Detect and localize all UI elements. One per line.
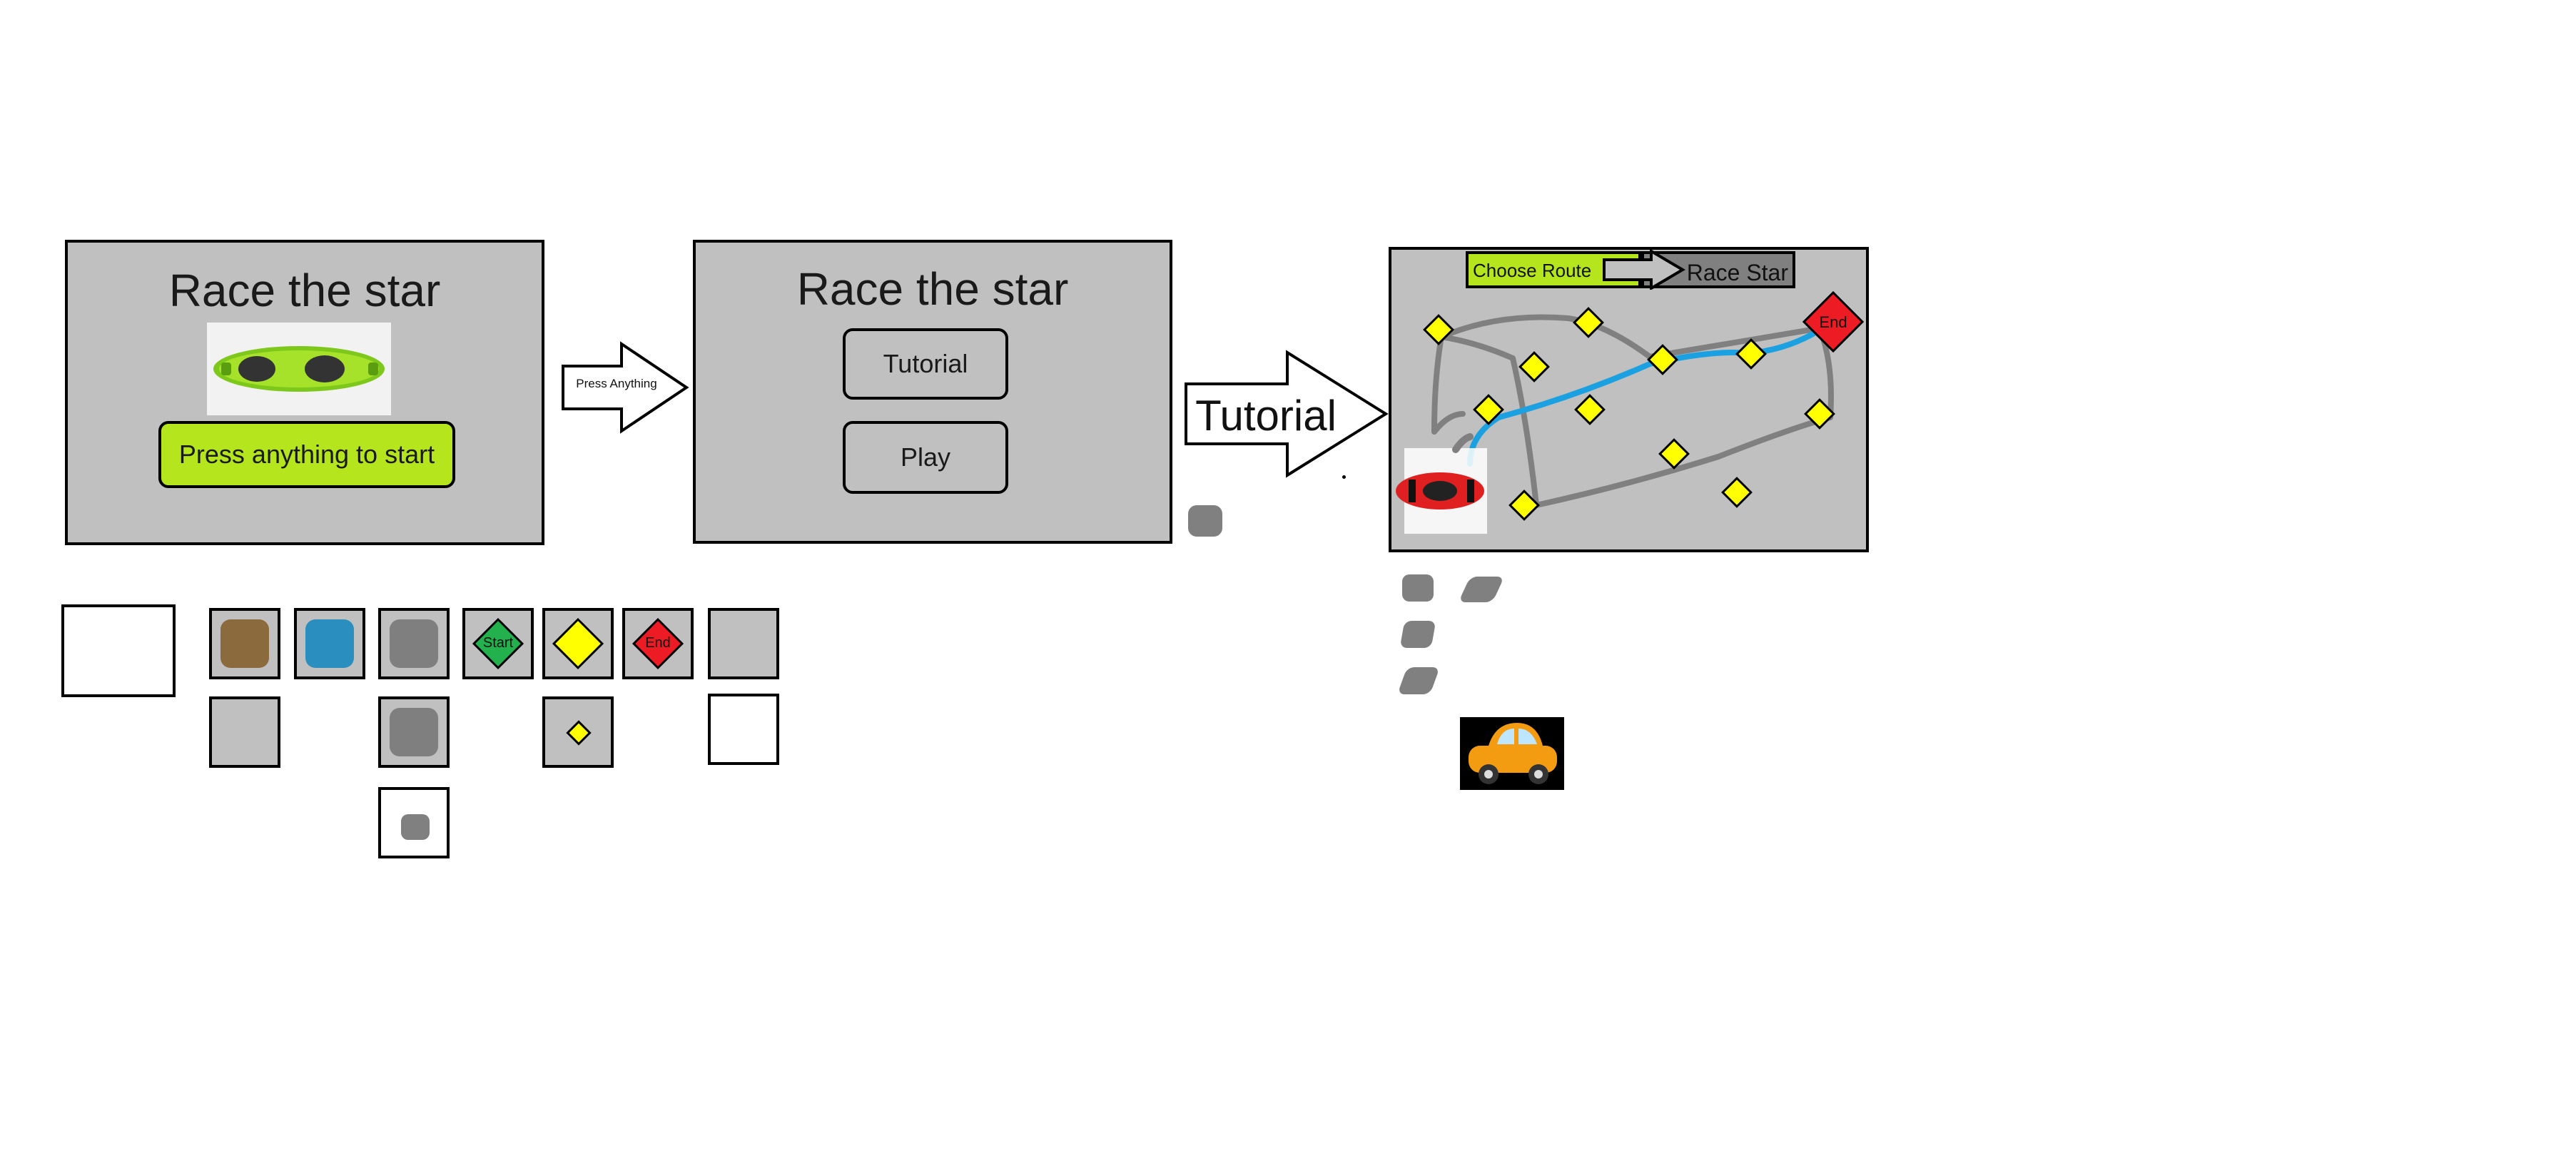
- checkpoint: [1573, 307, 1604, 338]
- end-tile: End: [622, 608, 694, 679]
- checkpoint: [1518, 351, 1550, 382]
- chosen-route-line: [1467, 323, 1830, 467]
- route-map-panel: End Choose Route Race Star: [1389, 247, 1869, 552]
- checkpoint: [1423, 314, 1454, 345]
- start-tile: Start: [462, 608, 534, 679]
- press-anything-arrow: Press Anything: [561, 341, 689, 434]
- skid-mark: [1397, 667, 1440, 694]
- orange-cartoon-car-icon: [1460, 717, 1564, 790]
- end-tile-label: End: [645, 635, 671, 651]
- road-tile: [378, 696, 450, 768]
- checkpoint: [1804, 398, 1835, 430]
- red-race-car-icon: [1396, 448, 1487, 534]
- title-screen-title: Race the star: [168, 265, 441, 316]
- dot-mark: [1342, 475, 1346, 479]
- end-marker-label: End: [1819, 313, 1847, 331]
- skid-mark: [1402, 574, 1434, 602]
- checkpoint: [1658, 438, 1690, 470]
- start-tile-label: Start: [482, 635, 514, 651]
- choose-route-button[interactable]: Choose Route: [1466, 251, 1641, 288]
- tutorial-button[interactable]: Tutorial: [843, 328, 1008, 400]
- grey-tile: [209, 696, 280, 768]
- checkpoint: [1473, 394, 1504, 425]
- checkpoint: [1647, 344, 1678, 375]
- right-arrow-icon: [1601, 248, 1687, 291]
- checkpoint-tile: [542, 608, 614, 679]
- press-anything-start-button[interactable]: Press anything to start: [158, 421, 455, 488]
- checkpoint: [1508, 490, 1540, 521]
- choose-route-label: Choose Route: [1473, 260, 1592, 281]
- small-checkpoint-tile: [542, 696, 614, 768]
- checkpoint: [1721, 477, 1753, 508]
- grey-tile: [708, 608, 779, 679]
- water-tile: [294, 608, 365, 679]
- green-sports-car-icon: [207, 323, 391, 415]
- road-blot: [1188, 505, 1222, 537]
- empty-tile-large: [61, 604, 176, 697]
- play-button[interactable]: Play: [843, 421, 1008, 494]
- title-screen-panel: Race the star Press anything to start: [65, 240, 544, 545]
- route-map: [1396, 290, 1865, 534]
- white-tile: [708, 694, 779, 765]
- end-marker: [1802, 290, 1865, 353]
- tutorial-arrow-label: Tutorial: [1195, 392, 1337, 440]
- main-menu-title: Race the star: [796, 263, 1069, 315]
- skid-mark: [1458, 577, 1505, 602]
- main-menu-panel: Race the star Tutorial Play: [693, 240, 1172, 544]
- tutorial-arrow: Tutorial: [1183, 350, 1390, 478]
- checkpoint: [1735, 338, 1767, 370]
- race-star-label: Race Star: [1686, 260, 1788, 285]
- small-road-tile: [378, 787, 450, 858]
- skid-mark: [1399, 621, 1436, 648]
- dirt-tile: [209, 608, 280, 679]
- checkpoint: [1574, 394, 1606, 425]
- road-tile: [378, 608, 450, 679]
- press-anything-arrow-label: Press Anything: [576, 377, 657, 390]
